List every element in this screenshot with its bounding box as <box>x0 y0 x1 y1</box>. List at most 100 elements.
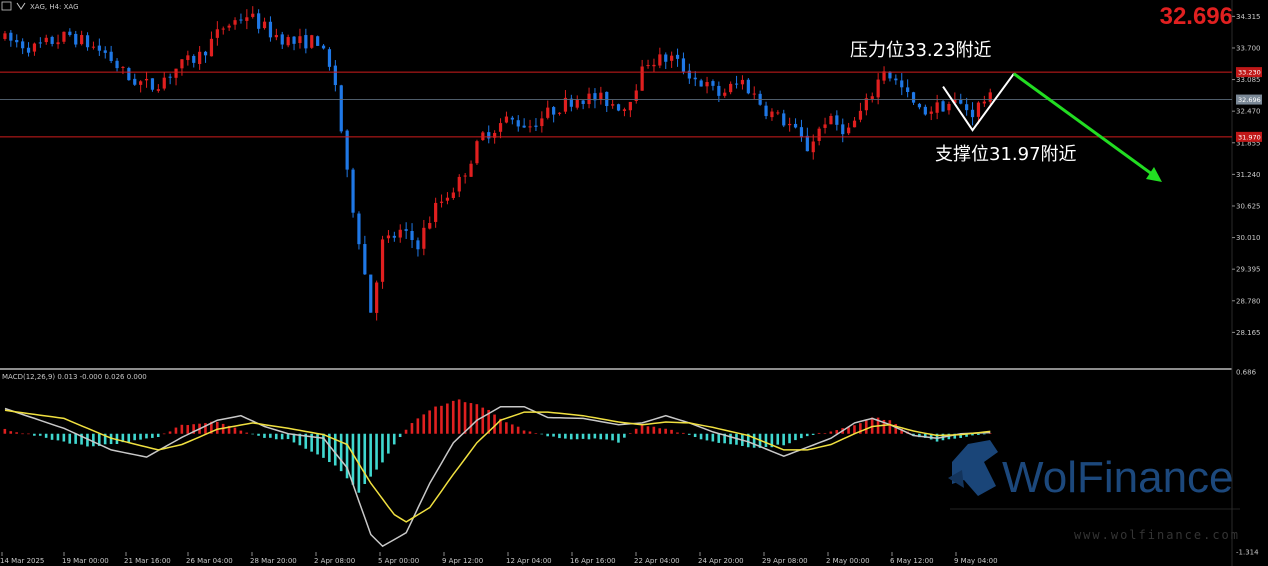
candle-body <box>333 65 337 86</box>
macd-hist-bar <box>581 433 585 439</box>
candle-body <box>563 97 568 112</box>
resistance-tag <box>1236 67 1262 78</box>
macd-hist-bar <box>398 433 402 438</box>
candle-body <box>85 35 90 48</box>
macd-hist-bar <box>971 433 974 436</box>
candle-body <box>723 92 727 96</box>
bar-type-icon <box>16 2 26 10</box>
macd-hist-bar <box>115 433 119 445</box>
price-tick-label: 32.470 <box>1236 108 1261 116</box>
candle-body <box>835 115 839 125</box>
macd-hist-bar <box>304 433 308 449</box>
macd-hist-bar <box>505 422 508 434</box>
macd-hist-bar <box>27 433 30 435</box>
candle-body <box>451 192 455 198</box>
candle-body <box>316 36 320 46</box>
price-tick-label: 34.315 <box>1236 13 1261 21</box>
macd-hist-bar <box>469 403 473 434</box>
candle-body <box>286 37 290 46</box>
macd-hist-bar <box>404 429 408 434</box>
macd-hist-bar <box>558 433 561 439</box>
macd-hist-bar <box>835 430 839 434</box>
macd-hist-bar <box>770 433 774 448</box>
macd-hist-bar <box>859 423 862 434</box>
candle-body <box>304 35 308 49</box>
macd-hist-bar <box>711 433 715 442</box>
macd-hist-bar <box>864 420 868 434</box>
macd-hist-bar <box>210 421 213 434</box>
signal-line <box>4 409 991 523</box>
grid-icon <box>1 1 12 11</box>
resistance-tag-label: 33.230 <box>1238 69 1261 77</box>
candle-body <box>528 126 532 128</box>
macd-hist-bar <box>33 433 36 436</box>
macd-hist-bar <box>381 433 384 463</box>
candle-body <box>186 55 190 61</box>
macd-hist-bar <box>800 433 803 439</box>
macd-hist-bar <box>292 433 296 443</box>
macd-hist-bar <box>977 433 980 435</box>
candle-body <box>80 35 84 45</box>
macd-hist-bar <box>599 433 603 440</box>
support-tag-label: 31.970 <box>1238 133 1261 141</box>
macd-hist-bar <box>953 433 957 439</box>
candle-body <box>386 235 391 239</box>
macd-hist-bar <box>286 433 290 440</box>
macd-hist-bar <box>451 400 455 434</box>
macd-hist-bar <box>894 424 898 434</box>
candle-body <box>268 21 273 38</box>
current-tag <box>1236 94 1262 105</box>
macd-hist-bar <box>174 427 178 434</box>
candle-body <box>929 111 933 114</box>
candle-body <box>469 163 473 177</box>
price-tick-label: 30.625 <box>1236 202 1261 210</box>
macd-hist-bar <box>74 433 77 444</box>
logo-brand: WolFinance <box>1002 453 1234 502</box>
candle-body <box>575 99 579 108</box>
macd-hist-bar <box>522 430 526 434</box>
macd-hist-bar <box>80 433 83 445</box>
time-tick-label: 19 Mar 00:00 <box>62 557 109 565</box>
macd-hist-bar <box>646 426 650 434</box>
candle-body <box>74 33 78 45</box>
macd-hist-bar <box>746 433 750 448</box>
candle-body <box>540 118 544 127</box>
candle-body <box>410 231 414 240</box>
macd-hist-bar <box>829 431 833 434</box>
macd-hist-bar <box>923 433 927 438</box>
candle-body <box>245 17 249 21</box>
support-label: 支撑位31.97附近 <box>935 144 1077 165</box>
macd-lines <box>4 405 991 548</box>
candle-body <box>805 135 809 152</box>
time-tick-label: 2 May 00:00 <box>826 557 870 565</box>
macd-hist-bar <box>68 433 72 444</box>
candle-body <box>174 68 178 78</box>
candle-body <box>970 109 975 118</box>
candle-body <box>139 81 143 85</box>
candle-body <box>121 66 125 68</box>
candle-body <box>764 105 768 117</box>
candle-body <box>829 115 833 125</box>
macd-hist-bar <box>640 425 644 434</box>
candle-body <box>168 76 172 78</box>
candle-body <box>498 123 503 132</box>
candle-body <box>369 274 373 313</box>
macd-hist-bar <box>363 433 367 484</box>
candle-body <box>628 101 632 111</box>
candle-body <box>445 197 450 201</box>
candle-body <box>817 128 821 141</box>
macd-hist-bar <box>121 433 125 443</box>
macd-hist-bar <box>139 433 142 440</box>
candle-body <box>546 107 550 118</box>
time-axis: 14 Mar 2025 19 Mar 00:00 21 Mar 16:00 26 Ma… <box>0 552 998 565</box>
macd-hist-bar <box>428 410 431 434</box>
macd-hist-bar <box>3 428 7 434</box>
candle-body <box>493 132 497 138</box>
candle-body <box>746 79 750 94</box>
candle-body <box>62 31 66 42</box>
macd-hist-bar <box>752 433 756 448</box>
macd-hist-bar <box>794 433 797 441</box>
candle-body <box>180 59 184 69</box>
candle-body <box>622 109 627 111</box>
wolfinance-logo: WolFinance www.wolfinance.com <box>948 440 1240 542</box>
